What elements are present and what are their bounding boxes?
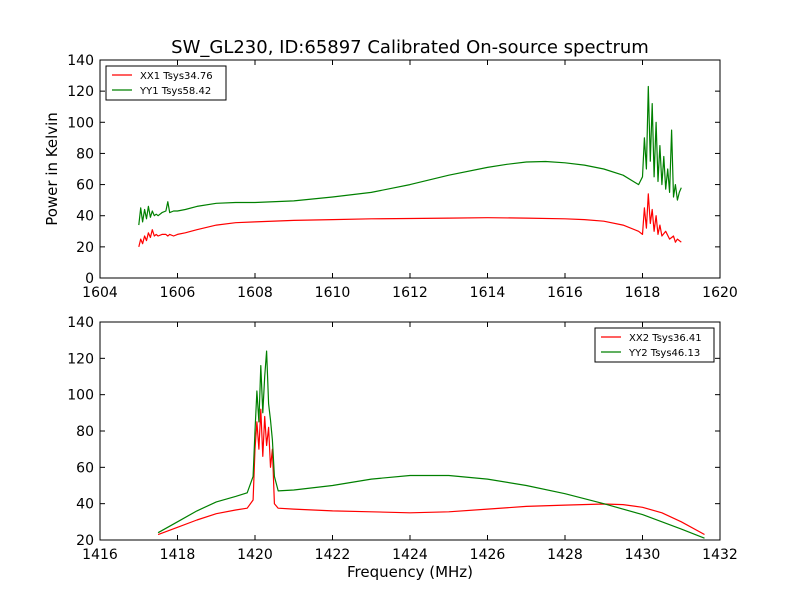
x-tick-label: 1424 — [392, 547, 428, 563]
legend-entry: YY1 Tsys58.42 — [139, 86, 211, 97]
series-line-2 — [138, 85, 682, 226]
x-tick-label: 1428 — [547, 547, 583, 563]
top-panel: 1604 1606 1608 1610 1612 1614 1616 1618 1620 0 20 4… — [67, 53, 738, 301]
x-tick-label: 1616 — [547, 285, 583, 301]
legend-box — [105, 65, 227, 101]
legend-box — [594, 327, 715, 363]
y-axis-label: Power in Kelvin — [43, 112, 61, 226]
x-tick-label: 1418 — [160, 547, 196, 563]
y-tick-label: 40 — [76, 497, 94, 513]
x-tick-label: 1606 — [160, 285, 196, 301]
x-tick-label: 1610 — [315, 285, 351, 301]
legend-entry: XX2 Tsys36.41 — [629, 333, 702, 344]
x-tick-label: 1422 — [315, 547, 351, 563]
x-tick-label: 1420 — [237, 547, 273, 563]
y-tick-label: 100 — [67, 388, 94, 404]
x-tick-label: 1432 — [702, 547, 738, 563]
y-tick-label: 140 — [67, 53, 94, 69]
y-tick-label: 80 — [76, 424, 94, 440]
bottom-panel: 1416 1418 1420 1422 1424 1426 1428 1430 1432 20 40… — [67, 315, 738, 563]
x-tick-label: 1426 — [470, 547, 506, 563]
x-tick-label: 1430 — [625, 547, 661, 563]
y-tick-label: 120 — [67, 351, 94, 367]
series-line-1 — [138, 193, 682, 248]
legend-entry: XX1 Tsys34.76 — [140, 71, 213, 82]
y-tick-label: 20 — [76, 240, 94, 256]
x-axis-label: Frequency (MHz) — [347, 563, 473, 581]
x-tick-label: 1618 — [625, 285, 661, 301]
y-tick-label: 60 — [76, 178, 94, 194]
y-tick-label: 100 — [67, 115, 94, 131]
legend-entry: YY2 Tsys46.13 — [628, 348, 700, 359]
series-line-2 — [157, 350, 705, 539]
x-tick-label: 1620 — [702, 285, 738, 301]
x-tick-label: 1608 — [237, 285, 273, 301]
chart-title: SW_GL230, ID:65897 Calibrated On-source … — [171, 37, 649, 58]
y-tick-label: 120 — [67, 84, 94, 100]
y-tick-label: 0 — [85, 271, 94, 287]
y-tick-label: 60 — [76, 460, 94, 476]
x-tick-label: 1612 — [392, 285, 428, 301]
y-tick-label: 140 — [67, 315, 94, 331]
y-tick-label: 20 — [76, 533, 94, 549]
y-tick-label: 40 — [76, 209, 94, 225]
x-tick-label: 1416 — [82, 547, 118, 563]
x-tick-label: 1614 — [470, 285, 506, 301]
x-tick-label: 1604 — [82, 285, 118, 301]
y-tick-label: 80 — [76, 146, 94, 162]
